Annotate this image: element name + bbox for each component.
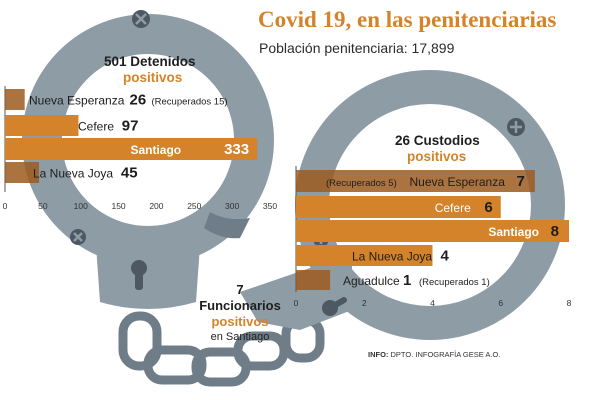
custodios-x-tick: 0 bbox=[294, 298, 299, 308]
keyhole-slot bbox=[327, 297, 347, 311]
left-cuff-hinge bbox=[204, 212, 250, 239]
detenidos-bar-label: Nueva Esperanza bbox=[29, 94, 125, 108]
detenidos-x-tick: 250 bbox=[187, 201, 201, 211]
funcionarios-positivos-label: positivos bbox=[211, 314, 269, 329]
funcionarios-count: 7 bbox=[236, 282, 244, 297]
custodios-bar-note: (Recuperados 1) bbox=[419, 277, 490, 288]
detenidos-bar-value: 26 bbox=[130, 92, 147, 109]
detenidos-bar-value: 45 bbox=[121, 165, 138, 182]
detenidos-bar-label: La Nueva Joya bbox=[33, 167, 113, 181]
detenidos-bar bbox=[5, 162, 40, 183]
screw-slot bbox=[73, 232, 83, 242]
detenidos-bar-note: (Recuperados 15) bbox=[152, 97, 228, 108]
custodios-positivos-label: positivos bbox=[407, 149, 467, 164]
detenidos-bar bbox=[5, 115, 79, 136]
custodios-bar-value: 6 bbox=[484, 199, 492, 216]
detenidos-bar-chart: Nueva Esperanza 26 (Recuperados 15) Cefere 9… bbox=[3, 86, 277, 211]
funcionarios-place: en Santiago bbox=[210, 331, 270, 343]
custodios-bar-label: Aguadulce bbox=[343, 274, 400, 288]
source-prefix: INFO: bbox=[368, 350, 389, 359]
custodios-bar-label: Nueva Esperanza bbox=[409, 175, 505, 189]
detenidos-x-tick: 0 bbox=[3, 201, 8, 211]
custodios-bar-value: 8 bbox=[551, 223, 559, 240]
detenidos-bar-label: Cefere bbox=[78, 120, 114, 134]
custodios-bar bbox=[296, 245, 433, 266]
custodios-count-label: 26 Custodios bbox=[395, 133, 480, 148]
detenidos-bar bbox=[5, 89, 25, 110]
custodios-bar bbox=[296, 270, 331, 290]
source-credit: INFO: DPTO. INFOGRAFÍA GESE A.O. bbox=[368, 351, 500, 359]
detenidos-bar-value: 333 bbox=[224, 141, 249, 158]
custodios-bar bbox=[296, 220, 569, 242]
custodios-bar-label: Santiago bbox=[488, 225, 539, 239]
page-title: Covid 19, en las penitenciarias bbox=[258, 7, 557, 32]
custodios-bar-label: Cefere bbox=[435, 201, 471, 215]
custodios-bar-value: 4 bbox=[441, 248, 450, 265]
custodios-bar-note: (Recuperados 5) bbox=[326, 178, 397, 189]
custodios-bar bbox=[296, 196, 501, 218]
custodios-bar bbox=[296, 170, 535, 192]
detenidos-x-tick: 50 bbox=[38, 201, 48, 211]
screw-slot bbox=[510, 121, 522, 133]
detenidos-x-tick: 150 bbox=[111, 201, 125, 211]
detenidos-x-tick: 100 bbox=[74, 201, 88, 211]
chain-link bbox=[143, 345, 207, 385]
detenidos-x-tick: 200 bbox=[149, 201, 163, 211]
detenidos-bar bbox=[5, 138, 258, 160]
left-lock-box bbox=[96, 245, 200, 309]
chain-link bbox=[118, 311, 162, 371]
screw-slot bbox=[135, 13, 147, 25]
keyhole-slot bbox=[135, 268, 143, 290]
detenidos-bar-value: 97 bbox=[122, 118, 139, 135]
detenidos-x-tick: 350 bbox=[263, 201, 277, 211]
custodios-bar-value: 1 bbox=[403, 272, 411, 289]
custodios-bar-chart: (Recuperados 5) Nueva Esperanza 7 Cefere 6 Sa… bbox=[294, 166, 572, 308]
custodios-x-tick: 8 bbox=[567, 298, 572, 308]
custodios-x-tick: 6 bbox=[498, 298, 503, 308]
detenidos-bar-label: Santiago bbox=[130, 143, 181, 157]
custodios-bar-value: 7 bbox=[517, 173, 525, 190]
detenidos-positivos-label: positivos bbox=[123, 70, 183, 85]
detenidos-count-label: 501 Detenidos bbox=[104, 54, 196, 69]
custodios-x-tick: 4 bbox=[430, 298, 435, 308]
source-text: DPTO. INFOGRAFÍA GESE A.O. bbox=[388, 350, 501, 359]
custodios-bar-label: La Nueva Joya bbox=[352, 250, 432, 264]
funcionarios-label: Funcionarios bbox=[199, 298, 281, 313]
custodios-x-tick: 2 bbox=[362, 298, 367, 308]
page-subtitle: Población penitenciaria: 17,899 bbox=[259, 40, 455, 56]
detenidos-x-tick: 300 bbox=[225, 201, 239, 211]
